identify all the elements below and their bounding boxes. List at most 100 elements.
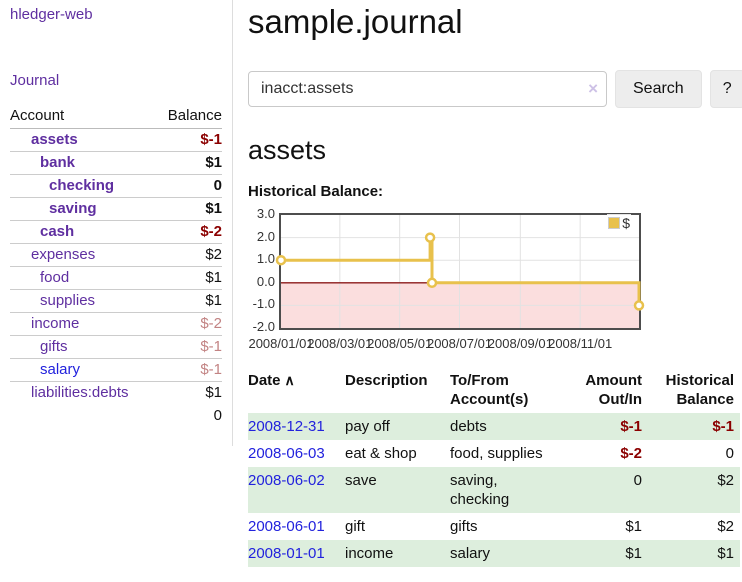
y-axis-tick-label: 0.0 <box>256 273 275 289</box>
transaction-date-link[interactable]: 2008-06-03 <box>248 445 325 462</box>
account-link[interactable]: checking <box>49 177 115 194</box>
register-column-header[interactable]: Date ∧ <box>248 372 295 389</box>
account-row: food $1 <box>10 266 222 290</box>
data-point-marker <box>633 300 645 311</box>
register-row: 2008-12-31 pay off debts $-1 $-1 <box>248 413 740 440</box>
transaction-date-link[interactable]: 2008-06-01 <box>248 518 325 535</box>
transaction-date: 2008-06-02 <box>248 467 345 513</box>
account-balance: $-2 <box>155 220 222 244</box>
transaction-accounts: food, supplies <box>450 445 543 462</box>
transaction-accounts: salary <box>450 545 491 562</box>
help-button[interactable]: ? <box>709 70 742 108</box>
account-link[interactable]: saving <box>49 200 97 217</box>
x-axis-tick-label: 2008/07/01 <box>426 336 493 351</box>
transaction-balance: 0 <box>725 445 734 462</box>
transaction-balance: $2 <box>717 518 734 535</box>
transaction-accounts: saving, checking <box>450 472 510 508</box>
x-axis-tick-label: 2008/11/01 <box>548 336 613 351</box>
transaction-date: 2008-06-01 <box>248 513 345 540</box>
account-link[interactable]: liabilities:debts <box>31 384 129 401</box>
search-button[interactable]: Search <box>615 70 702 108</box>
account-row: bank $1 <box>10 151 222 175</box>
register-header-row: Date ∧ Description To/From Account(s) Amount O… <box>248 368 740 413</box>
account-row: income $-2 <box>10 312 222 336</box>
y-axis-tick-label: 1.0 <box>256 251 275 267</box>
app-title-link[interactable]: hledger-web <box>10 6 93 23</box>
account-link[interactable]: gifts <box>40 338 68 355</box>
y-axis-tick-label: 3.0 <box>256 206 275 221</box>
app-title: hledger-web <box>10 6 222 23</box>
accounts-header-account: Account <box>10 104 156 129</box>
x-axis-tick-label: 2008/01/01 <box>248 336 314 351</box>
register-tbody: 2008-12-31 pay off debts $-1 $-1 2008-06-03 ea… <box>248 413 740 567</box>
chart-legend: $ <box>607 214 631 232</box>
account-balance: $-2 <box>155 312 222 336</box>
y-axis-tick-label: -1.0 <box>252 296 275 312</box>
transaction-amount: $-1 <box>620 418 642 435</box>
account-link[interactable]: income <box>31 315 80 332</box>
transaction-description: pay off <box>345 418 390 435</box>
transaction-description: income <box>345 545 394 562</box>
account-row: liabilities:debts $1 <box>10 381 222 404</box>
account-row: expenses $2 <box>10 243 222 267</box>
accounts-header-balance: Balance <box>155 104 222 129</box>
data-point-marker <box>426 277 438 289</box>
accounts-table: Account Balance assets $-1 bank $1 checking 0… <box>10 104 222 427</box>
page-title: sample.journal <box>248 3 463 40</box>
account-link[interactable]: food <box>40 269 70 286</box>
account-row: salary $-1 <box>10 358 222 382</box>
legend-label: $ <box>622 215 630 231</box>
chart-plot-area <box>275 213 645 330</box>
register-column-header: Amount Out/In <box>585 372 642 408</box>
legend-swatch-icon <box>608 217 621 229</box>
search-input[interactable] <box>248 71 607 107</box>
account-row: assets $-1 <box>10 129 222 152</box>
transaction-date: 2008-06-03 <box>248 440 345 467</box>
account-link[interactable]: salary <box>40 361 81 378</box>
account-link[interactable]: expenses <box>31 246 96 263</box>
account-row: cash $-2 <box>10 220 222 244</box>
transaction-balance: $-1 <box>712 418 734 435</box>
data-point-marker <box>424 232 436 243</box>
account-balance: $1 <box>155 197 222 221</box>
x-axis-tick-label: 2008/05/01 <box>367 336 433 351</box>
account-balance: 0 <box>155 174 222 198</box>
transaction-date-link[interactable]: 2008-06-02 <box>248 472 325 489</box>
transaction-balance: $2 <box>717 472 734 489</box>
transaction-amount: $-2 <box>620 445 642 462</box>
account-balance: $2 <box>155 243 222 267</box>
x-axis-tick-label: 2008/09/01 <box>487 336 553 351</box>
account-row: saving $1 <box>10 197 222 221</box>
account-row: checking 0 <box>10 174 222 198</box>
account-link[interactable]: bank <box>40 154 76 171</box>
journal-nav: Journal <box>10 72 222 89</box>
transaction-date-link[interactable]: 2008-01-01 <box>248 545 325 562</box>
account-row: gifts $-1 <box>10 335 222 359</box>
register-column-header: Historical Balance <box>665 372 734 408</box>
account-link[interactable]: supplies <box>40 292 96 309</box>
account-balance: $-1 <box>155 358 222 382</box>
account-balance: $1 <box>155 266 222 290</box>
transaction-amount: $1 <box>625 518 642 535</box>
accounts-total-row: 0 <box>10 404 222 427</box>
transaction-balance: $1 <box>717 545 734 562</box>
sort-ascending-icon: ∧ <box>284 372 295 388</box>
account-link[interactable]: cash <box>40 223 75 240</box>
chart-title: Historical Balance: <box>248 183 384 200</box>
account-link[interactable]: assets <box>31 131 78 148</box>
transaction-date-link[interactable]: 2008-12-31 <box>248 418 325 435</box>
account-balance: $1 <box>155 151 222 175</box>
register-column-header: Description <box>345 372 428 389</box>
clear-search-icon[interactable]: × <box>588 79 598 98</box>
transaction-amount: 0 <box>633 472 642 489</box>
journal-link[interactable]: Journal <box>10 72 60 89</box>
historical-balance-chart: $ 3.0 2.0 1.0 0.0 -1.0 -2.0 2008/01/01 2008/03/… <box>248 206 742 351</box>
account-balance: $-1 <box>200 131 222 148</box>
data-point-marker <box>275 254 287 266</box>
main-content: sample.journal × Search ? assets Histori… <box>248 0 742 567</box>
account-balance: $1 <box>155 289 222 313</box>
register-row: 2008-06-01 gift gifts $1 $2 <box>248 513 740 540</box>
sidebar: hledger-web Journal Account Balance asse… <box>0 0 233 446</box>
transaction-date: 2008-12-31 <box>248 413 345 440</box>
transaction-description: eat & shop <box>345 445 417 462</box>
